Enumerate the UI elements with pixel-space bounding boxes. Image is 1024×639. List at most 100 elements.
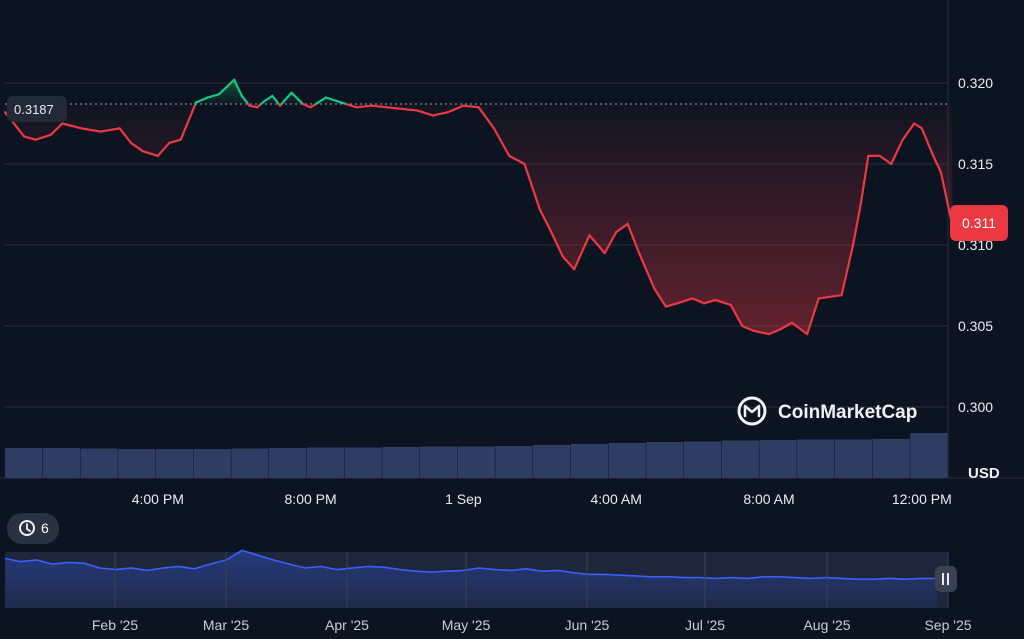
price-segment — [790, 321, 809, 336]
events-badge[interactable]: 6 — [7, 513, 59, 544]
price-segment — [851, 203, 862, 247]
volume-bar — [797, 439, 835, 478]
price-segment — [817, 295, 832, 300]
price-segment — [767, 328, 782, 336]
price-segment — [638, 252, 656, 290]
x-tick-label: 8:00 AM — [743, 491, 794, 507]
price-segment — [233, 78, 243, 98]
price-segment — [431, 111, 450, 117]
price-segment — [523, 162, 541, 211]
price-segment — [508, 154, 526, 166]
price-segment — [34, 133, 52, 141]
price-segment — [301, 102, 312, 109]
coinmarketcap-icon — [737, 396, 767, 426]
volume-bar — [495, 446, 533, 478]
overview-tick-label: Aug '25 — [803, 617, 850, 633]
price-segment — [729, 303, 744, 328]
price-segment — [932, 154, 943, 174]
reference-price-tag: 0.3187 — [7, 96, 67, 122]
price-segment — [676, 297, 694, 305]
price-segment — [217, 78, 236, 96]
price-segment — [61, 122, 83, 130]
x-tick-label: 12:00 PM — [892, 491, 952, 507]
price-segment — [477, 106, 496, 130]
price-segment — [779, 321, 794, 331]
price-segment — [714, 298, 732, 307]
price-segment — [80, 127, 102, 133]
volume-bar — [533, 445, 571, 478]
volume-bar — [118, 449, 156, 478]
volume-bar — [683, 441, 722, 478]
volume-bar — [193, 449, 231, 478]
price-segment — [588, 234, 606, 255]
overview-area — [5, 550, 937, 608]
overview-x-labels: Feb '25 Mar '25 Apr '25 May '25 Jun '25 Jul '… — [92, 617, 972, 633]
price-segment — [324, 96, 343, 104]
volume-bar — [80, 448, 118, 478]
price-segment — [741, 324, 755, 332]
overview-navigator[interactable] — [4, 549, 949, 608]
price-segment — [664, 302, 679, 308]
price-segment — [806, 297, 820, 336]
volume-bar — [231, 448, 269, 478]
price-segment — [23, 135, 37, 141]
current-price-badge: 0.311 — [950, 205, 1008, 241]
events-count: 6 — [41, 520, 49, 536]
volume-bar — [382, 447, 420, 478]
price-segment — [462, 104, 480, 109]
x-axis-labels: 4:00 PM 8:00 PM 1 Sep 4:00 AM 8:00 AM 12:00 P… — [132, 491, 952, 507]
price-segment — [401, 107, 419, 112]
price-segment — [878, 154, 893, 166]
y-tick-label: 0.305 — [958, 318, 993, 334]
price-segment — [653, 287, 667, 308]
price-segment — [314, 96, 327, 106]
brand-name: CoinMarketCap — [778, 402, 917, 423]
price-segment — [141, 149, 159, 157]
currency-unit: USD — [968, 465, 1000, 482]
current-price-label: 0.311 — [962, 215, 996, 231]
volume-bar — [872, 439, 910, 478]
overview-tick-label: Sep '25 — [924, 617, 971, 633]
volume-bars — [5, 433, 948, 478]
overview-tick-label: Jul '25 — [685, 617, 725, 633]
price-segment — [280, 91, 293, 106]
volume-bar — [42, 448, 80, 478]
overview-tick-label: Jun '25 — [565, 617, 610, 633]
price-segment — [603, 230, 618, 255]
price-segment — [859, 154, 870, 206]
overview-tick-label: Feb '25 — [92, 617, 138, 633]
x-tick-label: 4:00 AM — [591, 491, 642, 507]
price-segment — [240, 94, 250, 106]
price-segment — [290, 91, 305, 106]
y-tick-label: 0.315 — [958, 156, 993, 172]
price-segment — [206, 93, 221, 99]
price-segment — [447, 104, 465, 114]
price-segment — [573, 234, 591, 271]
price-segment — [271, 94, 280, 106]
price-segment — [263, 94, 274, 102]
price-segment — [355, 104, 373, 109]
volume-bar — [269, 448, 307, 478]
price-segment — [829, 294, 843, 298]
price-segment — [920, 127, 935, 157]
price-segment — [194, 96, 209, 104]
pause-icon — [942, 573, 944, 585]
range-handle[interactable] — [935, 566, 957, 592]
volume-bar — [721, 440, 759, 478]
price-segment — [118, 127, 133, 145]
price-segment — [840, 243, 855, 297]
price-segment — [913, 122, 923, 130]
price-line — [3, 78, 954, 336]
overview-line — [4, 549, 937, 581]
price-segment — [561, 255, 576, 271]
reference-price-label: 0.3187 — [14, 102, 54, 117]
overview-tick-label: Apr '25 — [325, 617, 369, 633]
area-above-reference — [5, 79, 953, 105]
overview-tick-label: Mar '25 — [203, 617, 249, 633]
price-segment — [129, 141, 144, 153]
price-segment — [248, 104, 259, 109]
price-segment — [416, 109, 434, 117]
price-segment — [626, 222, 641, 255]
